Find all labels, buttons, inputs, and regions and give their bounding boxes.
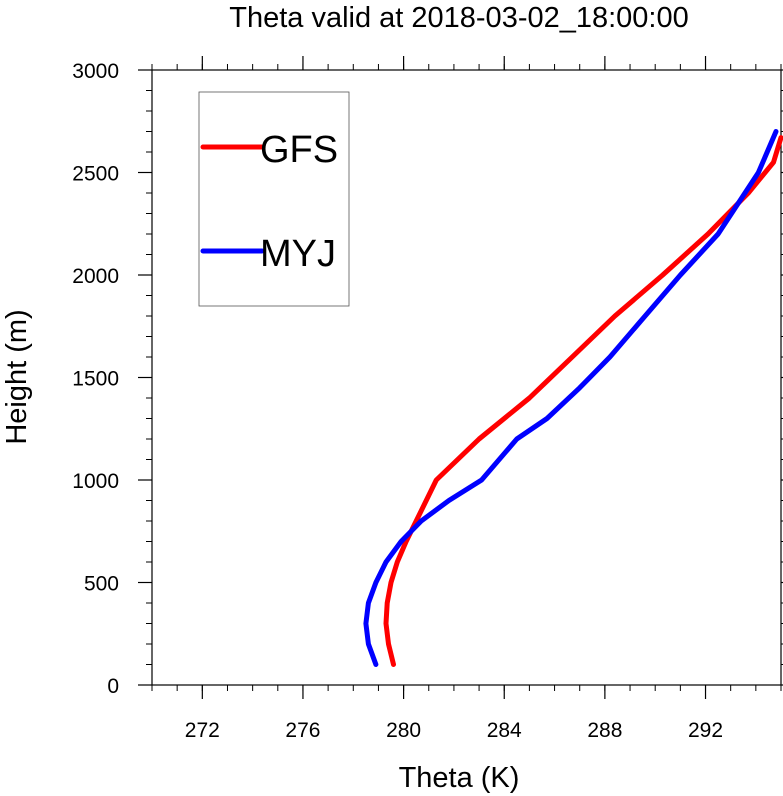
y-tick-labels: 0 500 1000 1500 2000 2500 3000 — [72, 60, 119, 698]
legend-label-myj: MYJ — [260, 233, 336, 275]
x-tick-label: 276 — [285, 719, 320, 742]
y-tick-label: 1000 — [72, 470, 119, 493]
x-tick-label: 280 — [386, 719, 421, 742]
x-tick-label: 272 — [185, 719, 220, 742]
y-tick-label: 0 — [107, 675, 119, 698]
y-axis-title: Height (m) — [1, 309, 33, 444]
legend: GFS MYJ — [198, 91, 350, 307]
series-line-gfs — [383, 135, 783, 667]
legend-box — [198, 91, 350, 307]
y-tick-label: 2500 — [72, 163, 119, 186]
x-tick-label: 292 — [688, 719, 723, 742]
x-tick-label: 288 — [587, 719, 622, 742]
legend-label-gfs: GFS — [260, 129, 338, 171]
series-line-myj — [363, 129, 779, 667]
plot-area — [138, 56, 783, 699]
y-tick-label: 3000 — [72, 60, 119, 83]
y-tick-label: 500 — [84, 573, 119, 596]
y-tick-label: 1500 — [72, 368, 119, 391]
x-tick-label: 284 — [487, 719, 522, 742]
x-tick-labels: 272 276 280 284 288 292 — [185, 719, 723, 742]
x-axis-title: Theta (K) — [399, 762, 520, 794]
series-layer — [363, 129, 783, 667]
major-ticks — [138, 56, 783, 699]
y-tick-label: 2000 — [72, 265, 119, 288]
chart-title: Theta valid at 2018-03-02_18:00:00 — [229, 2, 689, 34]
